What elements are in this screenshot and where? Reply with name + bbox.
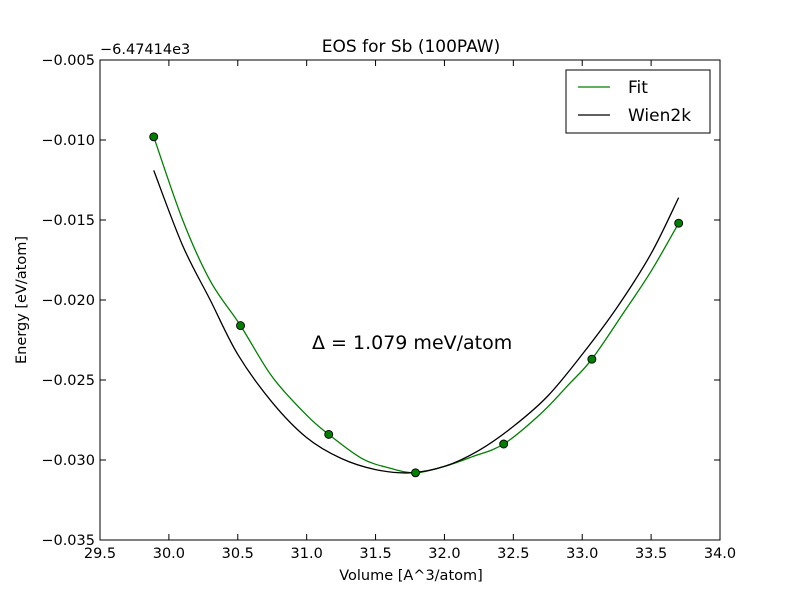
legend-label-wien2k: Wien2k: [628, 106, 691, 126]
y-tick-label: −0.015: [41, 213, 95, 229]
x-tick-label: 34.0: [704, 546, 736, 562]
y-tick-label: −0.035: [41, 533, 95, 549]
x-tick-label: 32.5: [497, 546, 529, 562]
data-point-1: [236, 321, 245, 331]
data-point-6: [674, 218, 684, 228]
y-axis-title: Energy [eV/atom]: [14, 236, 30, 364]
series-line-wien2k: [153, 170, 680, 474]
x-axis-title: Volume [A^3/atom]: [339, 568, 483, 584]
x-tick-label: 30.5: [222, 546, 254, 562]
data-point-5: [587, 354, 597, 364]
legend-label-fit: Fit: [628, 78, 648, 98]
x-tick-label: 33.0: [566, 546, 598, 562]
series-line-fit: [153, 136, 680, 474]
delta-annotation: Δ = 1.079 meV/atom: [312, 332, 512, 354]
y-tick-label: −0.005: [41, 53, 95, 69]
y-tick-label: −0.020: [41, 293, 95, 309]
y-axis-offset-label: −6.47414e3: [100, 42, 190, 58]
chart-title: EOS for Sb (100PAW): [322, 37, 500, 57]
x-tick-label: 32.0: [428, 546, 460, 562]
y-tick-label: −0.025: [41, 373, 95, 389]
data-point-4: [499, 439, 509, 449]
x-tick-label: 30.0: [153, 546, 185, 562]
legend-box: [565, 69, 711, 134]
x-tick-label: 31.0: [291, 546, 323, 562]
x-tick-label: 29.5: [84, 546, 116, 562]
y-tick-label: −0.010: [41, 133, 95, 149]
y-tick-label: −0.030: [41, 453, 95, 469]
axes: 29.5 30.0 30.5 31.0 31.5 32.0 32.5 33.0 33.5 34.0…: [41, 53, 736, 562]
data-point-2: [324, 429, 334, 439]
plot-area: [149, 132, 684, 478]
data-point-0: [149, 132, 159, 142]
data-point-3: [411, 468, 420, 478]
x-tick-label: 31.5: [359, 546, 391, 562]
legend: Fit Wien2k: [565, 69, 711, 134]
x-tick-label: 33.5: [635, 546, 667, 562]
